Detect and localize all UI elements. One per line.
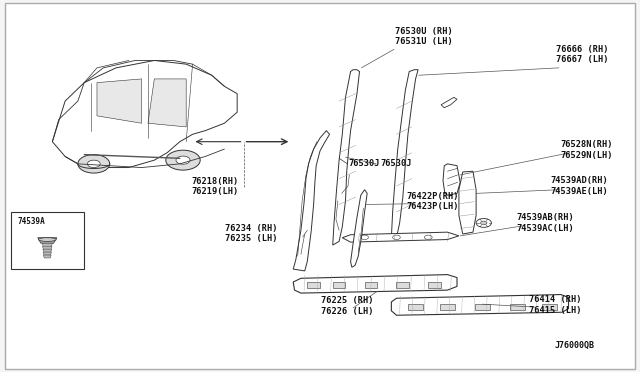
Circle shape bbox=[176, 156, 190, 164]
Bar bbox=[408, 304, 423, 310]
Circle shape bbox=[424, 235, 432, 240]
Bar bbox=[333, 282, 346, 288]
Polygon shape bbox=[38, 238, 57, 243]
Circle shape bbox=[88, 160, 100, 167]
Text: J76000QB: J76000QB bbox=[554, 341, 594, 350]
Text: 74539A: 74539A bbox=[17, 217, 45, 227]
Circle shape bbox=[393, 235, 400, 240]
Polygon shape bbox=[392, 295, 568, 315]
Bar bbox=[475, 304, 490, 310]
Ellipse shape bbox=[38, 238, 56, 241]
Polygon shape bbox=[52, 61, 237, 167]
Text: 76234 (RH)
76235 (LH): 76234 (RH) 76235 (LH) bbox=[225, 224, 278, 243]
Polygon shape bbox=[43, 249, 52, 252]
Polygon shape bbox=[42, 243, 52, 246]
Text: 76666 (RH)
76667 (LH): 76666 (RH) 76667 (LH) bbox=[556, 45, 608, 64]
Polygon shape bbox=[97, 79, 141, 123]
Polygon shape bbox=[333, 70, 360, 245]
Text: 76530J: 76530J bbox=[349, 159, 380, 169]
Bar bbox=[11, 212, 84, 269]
Text: 76530U (RH)
76531U (LH): 76530U (RH) 76531U (LH) bbox=[395, 27, 453, 46]
Circle shape bbox=[166, 150, 200, 170]
Text: 76528N(RH)
76529N(LH): 76528N(RH) 76529N(LH) bbox=[561, 140, 613, 160]
Bar bbox=[541, 304, 557, 310]
Text: 76225 (RH)
76226 (LH): 76225 (RH) 76226 (LH) bbox=[321, 296, 374, 316]
Text: 74539AD(RH)
74539AE(LH): 74539AD(RH) 74539AE(LH) bbox=[550, 176, 609, 196]
Polygon shape bbox=[392, 70, 418, 238]
Polygon shape bbox=[42, 246, 52, 249]
Circle shape bbox=[481, 221, 487, 225]
Circle shape bbox=[361, 235, 369, 240]
Text: 76218(RH)
76219(LH): 76218(RH) 76219(LH) bbox=[191, 177, 239, 196]
Polygon shape bbox=[351, 190, 367, 267]
Text: 74539AB(RH)
74539AC(LH): 74539AB(RH) 74539AC(LH) bbox=[516, 213, 574, 232]
Polygon shape bbox=[342, 232, 459, 242]
Polygon shape bbox=[293, 275, 457, 293]
Polygon shape bbox=[43, 252, 51, 255]
Bar bbox=[510, 304, 525, 310]
Polygon shape bbox=[443, 164, 460, 195]
Polygon shape bbox=[44, 255, 51, 258]
Bar bbox=[440, 304, 455, 310]
Circle shape bbox=[78, 155, 109, 173]
Bar bbox=[428, 282, 441, 288]
Text: 76422P(RH)
76423P(LH): 76422P(RH) 76423P(LH) bbox=[406, 192, 459, 211]
Text: 76414 (RH)
76415 (LH): 76414 (RH) 76415 (LH) bbox=[529, 295, 582, 315]
Polygon shape bbox=[441, 97, 457, 108]
Bar bbox=[365, 282, 378, 288]
Text: 76530J: 76530J bbox=[381, 158, 412, 168]
Bar bbox=[307, 282, 320, 288]
Polygon shape bbox=[459, 171, 476, 234]
Polygon shape bbox=[148, 79, 186, 127]
Circle shape bbox=[476, 218, 492, 227]
Bar bbox=[396, 282, 409, 288]
Polygon shape bbox=[293, 131, 330, 271]
